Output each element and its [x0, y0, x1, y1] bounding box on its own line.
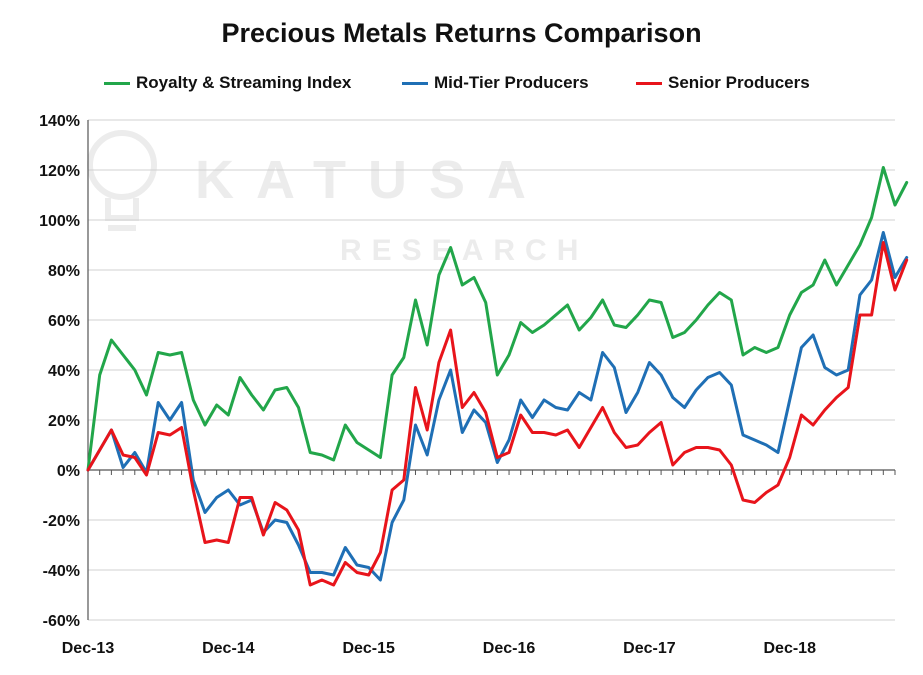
y-tick-label-7: 80%: [48, 263, 80, 280]
legend-label-mid-tier: Mid-Tier Producers: [434, 73, 589, 92]
legend-swatch-blue: [402, 81, 428, 85]
y-tick-label-6: 60%: [48, 313, 80, 330]
x-tick-label-1: Dec-14: [202, 640, 255, 657]
y-tick-label-8: 100%: [39, 213, 80, 230]
x-tick-label-2: Dec-15: [342, 640, 395, 657]
x-tick-label-5: Dec-18: [763, 640, 816, 657]
grid-layer: [88, 119, 895, 621]
axis-layer: [87, 120, 896, 620]
y-tick-label-0: -60%: [43, 613, 80, 630]
tick-label-layer: -60% -40% -20% 0% 20% 40% 60% 80% 100% 120% 140% De…: [39, 113, 816, 657]
y-tick-label-10: 140%: [39, 113, 80, 130]
legend-label-royalty: Royalty & Streaming Index: [136, 73, 352, 92]
series-line-mid-tier: [86, 231, 909, 582]
x-tick-label-3: Dec-16: [483, 640, 536, 657]
legend-item-mid-tier: Mid-Tier Producers: [402, 70, 589, 96]
legend-label-senior: Senior Producers: [668, 73, 810, 92]
legend-swatch-green: [104, 81, 130, 85]
series-line-senior: [86, 241, 909, 587]
y-tick-label-3: 0%: [57, 463, 80, 480]
legend-swatch-red: [636, 81, 662, 85]
y-tick-label-9: 120%: [39, 163, 80, 180]
x-tick-label-4: Dec-17: [623, 640, 676, 657]
y-tick-label-2: -20%: [43, 513, 80, 530]
x-tick-label-0: Dec-13: [62, 640, 115, 657]
series-layer: [86, 166, 909, 587]
legend-item-royalty: Royalty & Streaming Index: [104, 70, 351, 96]
y-tick-label-4: 20%: [48, 413, 80, 430]
series-line-royalty: [86, 166, 909, 472]
y-tick-label-5: 40%: [48, 363, 80, 380]
y-tick-label-1: -40%: [43, 563, 80, 580]
chart-title: Precious Metals Returns Comparison: [221, 18, 702, 48]
chart-legend: Royalty & Streaming Index Mid-Tier Produ…: [0, 70, 923, 96]
legend-item-senior: Senior Producers: [636, 70, 810, 96]
